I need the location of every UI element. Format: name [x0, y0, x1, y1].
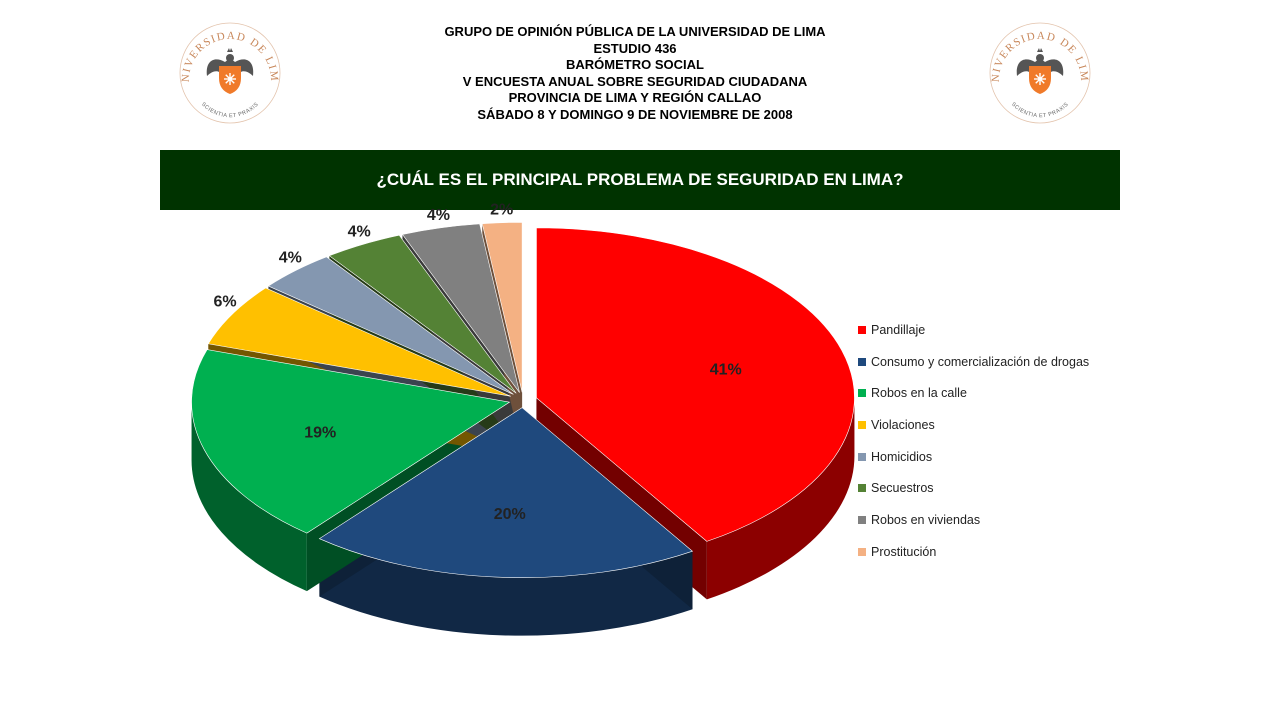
header-line: BARÓMETRO SOCIAL	[566, 57, 704, 73]
header-line: PROVINCIA DE LIMA Y REGIÓN CALLAO	[508, 90, 762, 106]
data-label: 4%	[427, 207, 450, 224]
legend-swatch	[858, 484, 866, 493]
legend-label: Homicidios	[871, 449, 933, 464]
legend-swatch	[858, 420, 866, 429]
legend-label: Robos en la calle	[871, 386, 967, 401]
data-label: 20%	[494, 506, 526, 523]
pie-slice	[328, 234, 517, 394]
chart-title-band: ¿CUÁL ES EL PRINCIPAL PROBLEMA DE SEGURI…	[160, 150, 1120, 210]
legend-swatch	[858, 547, 866, 556]
pie-slice-side	[191, 402, 307, 592]
pie-slice	[401, 223, 520, 393]
pie-slice	[191, 349, 511, 534]
star-icon	[1034, 73, 1046, 85]
legend-swatch	[858, 452, 866, 461]
survey-header: GRUPO DE OPINIÓN PÚBLICA DE LA UNIVERSID…	[380, 24, 890, 124]
pie-slice	[318, 407, 694, 578]
header-line: GRUPO DE OPINIÓN PÚBLICA DE LA UNIVERSID…	[444, 24, 826, 39]
legend-swatch	[858, 357, 866, 366]
header-line: SÁBADO 8 Y DOMINGO 9 DE NOVIEMBRE DE 200…	[477, 106, 793, 122]
legend-label: Violaciones	[871, 417, 935, 432]
legend-swatch	[858, 515, 866, 524]
pie-slice	[207, 287, 511, 397]
pie-slice	[481, 222, 523, 393]
pie-slice	[267, 256, 514, 395]
data-label: 6%	[213, 293, 236, 310]
legend-label: Prostitución	[871, 544, 937, 559]
legend-item: Pandillaje	[858, 314, 1089, 346]
data-label: 41%	[710, 361, 742, 378]
pie-slice	[536, 227, 855, 542]
pie-top-layer	[191, 222, 855, 578]
legend-item: Secuestros	[858, 472, 1089, 504]
star-icon	[224, 73, 236, 85]
header-line: ESTUDIO 436	[593, 40, 677, 56]
legend-item: Robos en viviendas	[858, 504, 1089, 536]
pie-slice-side	[319, 538, 693, 636]
chart-legend: Pandillaje Consumo y comercialización de …	[858, 314, 1089, 568]
legend-swatch	[858, 325, 866, 334]
legend-label: Secuestros	[871, 481, 934, 496]
chart-title: ¿CUÁL ES EL PRINCIPAL PROBLEMA DE SEGURI…	[376, 170, 904, 189]
pie-slice-side	[706, 397, 855, 600]
data-label: 4%	[279, 249, 302, 266]
legend-swatch	[858, 389, 866, 398]
legend-item: Prostitución	[858, 536, 1089, 568]
data-label: 19%	[304, 425, 336, 442]
pie-label-layer: 41% 20% 19% 6% 4% 4% 4% 2%	[213, 202, 741, 523]
university-logo-left: UNIVERSIDAD DE LIMASCIENTIA ET PRAXIS	[175, 18, 281, 124]
legend-item: Violaciones	[858, 409, 1089, 441]
legend-item: Robos en la calle	[858, 377, 1089, 409]
data-label: 4%	[348, 223, 371, 240]
header-line: V ENCUESTA ANUAL SOBRE SEGURIDAD CIUDADA…	[462, 73, 808, 89]
legend-item: Homicidios	[858, 441, 1089, 473]
legend-label: Robos en viviendas	[871, 512, 981, 527]
legend-item: Consumo y comercialización de drogas	[858, 346, 1089, 378]
legend-label: Pandillaje	[871, 322, 926, 337]
data-label: 2%	[490, 202, 513, 219]
university-logo-right: UNIVERSIDAD DE LIMASCIENTIA ET PRAXIS	[985, 18, 1091, 124]
legend-label: Consumo y comercialización de drogas	[871, 354, 1090, 369]
